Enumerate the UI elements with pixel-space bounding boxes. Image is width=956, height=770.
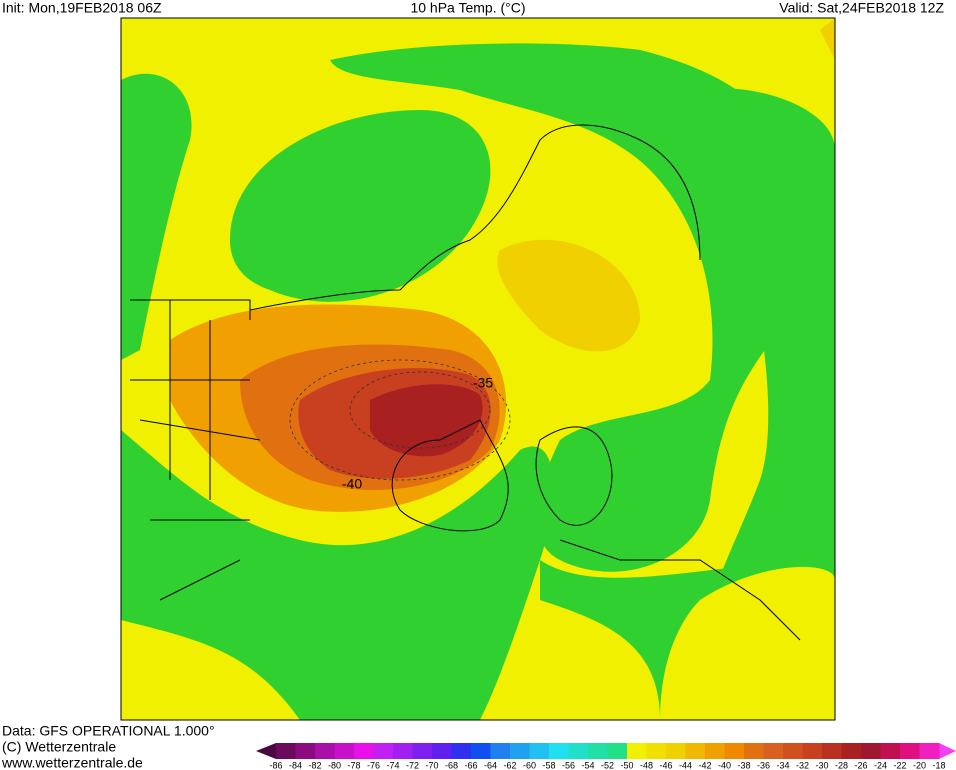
colorbar-label: -68 bbox=[445, 760, 458, 770]
colorbar-label: -60 bbox=[523, 760, 536, 770]
colorbar-label: -86 bbox=[269, 760, 282, 770]
colorbar-label: -48 bbox=[640, 760, 653, 770]
map: -35 -40 bbox=[120, 17, 836, 721]
colorbar-swatch bbox=[354, 743, 374, 759]
colorbar-swatch bbox=[841, 743, 862, 759]
colorbar-swatch bbox=[607, 743, 628, 759]
colorbar-swatch bbox=[471, 743, 491, 759]
colorbar-label: -46 bbox=[659, 760, 672, 770]
colorbar-swatch bbox=[315, 743, 335, 759]
colorbar-label: -78 bbox=[347, 760, 360, 770]
colorbar-label: -34 bbox=[776, 760, 789, 770]
data-source: Data: GFS OPERATIONAL 1.000° bbox=[2, 723, 215, 739]
colorbar-swatch bbox=[861, 743, 881, 759]
colorbar-swatch bbox=[334, 743, 355, 759]
colorbar-swatch bbox=[588, 743, 608, 759]
colorbar-swatch bbox=[783, 743, 803, 759]
colorbar-swatch bbox=[900, 743, 920, 759]
valid-time: Valid: Sat,24FEB2018 12Z bbox=[779, 0, 944, 16]
colorbar-swatch bbox=[432, 743, 452, 759]
colorbar-label: -66 bbox=[464, 760, 477, 770]
colorbar-swatch bbox=[490, 743, 511, 759]
colorbar-label: -22 bbox=[893, 760, 906, 770]
colorbar-low-arrow bbox=[256, 743, 276, 759]
website: www.wetterzentrale.de bbox=[1, 755, 143, 770]
colorbar-label: -74 bbox=[386, 760, 399, 770]
colorbar-swatch bbox=[549, 743, 569, 759]
colorbar-swatch bbox=[373, 743, 394, 759]
colorbar-swatch bbox=[627, 743, 647, 759]
colorbar-label: -30 bbox=[815, 760, 828, 770]
colorbar-label: -18 bbox=[932, 760, 945, 770]
colorbar-swatch bbox=[295, 743, 316, 759]
colorbar-swatch bbox=[802, 743, 823, 759]
colorbar-label: -62 bbox=[503, 760, 516, 770]
colorbar-label: -80 bbox=[328, 760, 341, 770]
colorbar-label: -82 bbox=[308, 760, 321, 770]
colorbar-label: -24 bbox=[874, 760, 887, 770]
colorbar-swatch bbox=[919, 743, 940, 759]
colorbar-swatch bbox=[412, 743, 433, 759]
colorbar-swatch bbox=[568, 743, 589, 759]
colorbar-label: -26 bbox=[854, 760, 867, 770]
colorbar-swatch bbox=[744, 743, 764, 759]
colorbar-swatch bbox=[822, 743, 842, 759]
contour-label: -40 bbox=[342, 476, 362, 492]
colorbar-label: -40 bbox=[718, 760, 731, 770]
copyright: (C) Wetterzentrale bbox=[2, 739, 116, 755]
colorbar-label: -76 bbox=[367, 760, 380, 770]
colorbar-swatch bbox=[646, 743, 667, 759]
colorbar-label: -32 bbox=[796, 760, 809, 770]
colorbar-swatch bbox=[724, 743, 745, 759]
colorbar-label: -50 bbox=[620, 760, 633, 770]
init-time: Init: Mon,19FEB2018 06Z bbox=[2, 0, 162, 16]
colorbar-label: -44 bbox=[679, 760, 692, 770]
colorbar: -86 -84 -82 -80 -78 -76 -74 -72 -70 -68 -66 -64 -62-… bbox=[256, 743, 956, 770]
colorbar-label: -42 bbox=[698, 760, 711, 770]
colorbar-high-arrow bbox=[939, 743, 956, 759]
colorbar-label: -38 bbox=[737, 760, 750, 770]
colorbar-label: -20 bbox=[913, 760, 926, 770]
colorbar-swatch bbox=[510, 743, 530, 759]
colorbar-swatch bbox=[763, 743, 784, 759]
colorbar-label: -70 bbox=[425, 760, 438, 770]
map-title: 10 hPa Temp. (°C) bbox=[410, 0, 525, 16]
colorbar-label: -52 bbox=[601, 760, 614, 770]
colorbar-label: -58 bbox=[542, 760, 555, 770]
colorbar-swatch bbox=[276, 743, 296, 759]
colorbar-label: -56 bbox=[562, 760, 575, 770]
colorbar-label: -72 bbox=[406, 760, 419, 770]
colorbar-swatch bbox=[685, 743, 706, 759]
colorbar-swatch bbox=[451, 743, 472, 759]
colorbar-label: -28 bbox=[835, 760, 848, 770]
colorbar-swatch bbox=[666, 743, 686, 759]
colorbar-label: -54 bbox=[581, 760, 594, 770]
contour-label: -35 bbox=[473, 375, 493, 391]
colorbar-label: -64 bbox=[484, 760, 497, 770]
colorbar-swatch bbox=[880, 743, 901, 759]
colorbar-swatch bbox=[393, 743, 413, 759]
colorbar-swatch bbox=[705, 743, 725, 759]
colorbar-label: -36 bbox=[757, 760, 770, 770]
colorbar-label: -84 bbox=[289, 760, 302, 770]
colorbar-swatch bbox=[529, 743, 550, 759]
